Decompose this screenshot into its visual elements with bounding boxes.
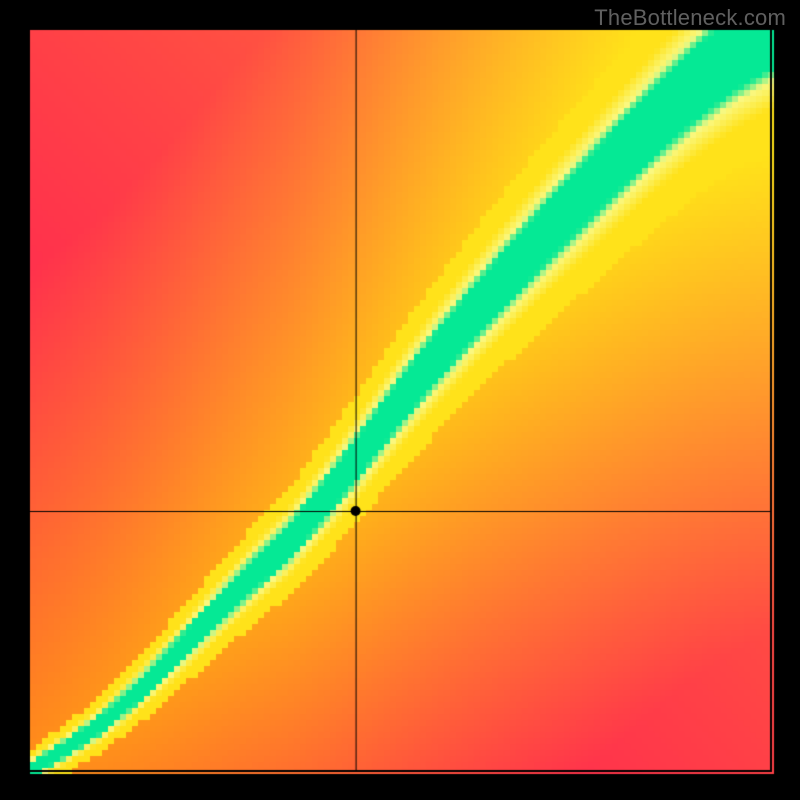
chart-container: TheBottleneck.com (0, 0, 800, 800)
bottleneck-heatmap (0, 0, 800, 800)
watermark-text: TheBottleneck.com (594, 5, 786, 31)
